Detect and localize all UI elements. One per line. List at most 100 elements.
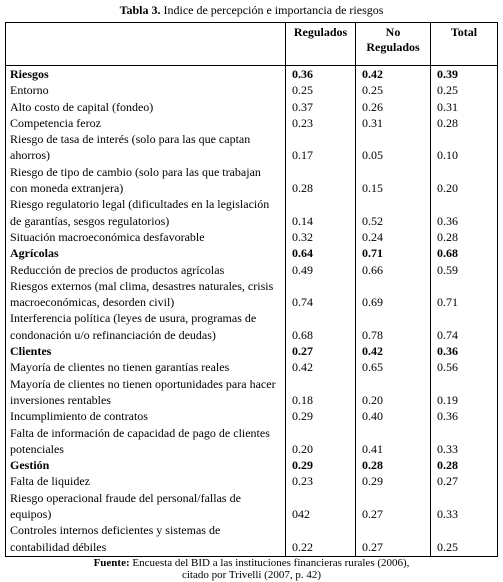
value-cell: 0.05 [355,131,431,164]
value-cell: 0.42 [355,343,431,360]
row-label: Situación macroeconómica desfavorable [10,229,205,244]
table-row: Riesgos 0.36 0.42 0.39 [6,65,498,83]
row-label: Mayoría de clientes no tienen oportunida… [10,376,276,407]
value-cell: 0.25 [285,82,356,99]
row-label: Riesgos externos (mal clima, desastres n… [10,278,274,310]
row-label: Competencia feroz [10,115,101,130]
source-line: citado por Trivelli (2007, p. 42) [181,569,322,581]
value-cell: 0.22 [285,522,356,557]
table-row: Reducción de precios de productos agríco… [6,261,498,278]
value-cell: 0.18 [285,375,356,409]
value-cell: 0.27 [285,343,356,360]
value-cell: 0.31 [355,114,431,132]
value-cell: 0.65 [355,359,431,376]
value-cell: 0.37 [285,98,356,115]
value-cell: 0.29 [285,457,356,474]
value-cell: 0.42 [355,65,431,83]
value-cell: 0.42 [285,359,356,376]
value-cell: 0.20 [430,163,498,197]
table-row: Interferencia política (leyes de usura, … [6,310,498,344]
table-row: Competencia feroz 0.23 0.31 0.28 [6,114,498,132]
value-cell: 0.29 [355,473,431,490]
table-row: Gestión 0.29 0.28 0.28 [6,457,498,474]
value-cell: 0.74 [285,277,356,311]
value-cell: 0.17 [285,131,356,164]
value-cell: 0.36 [430,408,498,425]
value-cell: 0.19 [430,375,498,409]
value-cell: 0.28 [430,457,498,474]
value-cell: 0.71 [430,277,498,311]
source-line: Encuesta del BID a las instituciones fin… [132,557,410,569]
value-cell: 0.36 [430,196,498,229]
row-label: Alto costo de capital (fondeo) [10,99,154,114]
table-row: Controles internos deficientes y sistema… [6,522,498,557]
value-cell: 0.24 [355,228,431,246]
table-row: Clientes 0.27 0.42 0.36 [6,343,498,360]
table-body: Riesgos 0.36 0.42 0.39 Entorno 0.25 0.25 0.25 Al… [6,65,498,557]
value-cell: 0.28 [285,163,356,197]
row-label: Interferencia política (leyes de usura, … [10,311,257,342]
table-row: Situación macroeconómica desfavorable 0.3… [6,228,498,246]
value-cell: 0.26 [355,98,431,115]
source-label: Fuente: [93,557,130,569]
table-row: Falta de información de capacidad de pag… [6,424,498,458]
table-row: Riesgo operacional fraude del personal/f… [6,489,498,523]
row-label: Falta de liquidez [10,474,90,489]
row-label: Riesgo de tasa de interés (solo para las… [10,132,251,163]
row-label: Reducción de precios de productos agríco… [10,262,225,277]
header-cell [5,22,286,66]
value-cell: 0.10 [430,131,498,164]
value-cell: 0.40 [355,408,431,425]
value-cell: 0.20 [355,375,431,409]
row-label: Agrícolas [10,246,59,261]
table-row: Riesgo regulatorio legal (dificultades e… [6,196,498,229]
value-cell: 0.28 [430,228,498,246]
value-cell: 0.59 [430,261,498,278]
source-note: Fuente: Encuesta del BID a las instituci… [0,557,503,581]
table-row: Entorno 0.25 0.25 0.25 [6,82,498,99]
value-cell: 0.15 [355,163,431,197]
column-header: Total [430,22,498,66]
value-cell: 0.27 [355,489,431,523]
value-cell: 0.36 [285,65,356,83]
value-cell: 0.52 [355,196,431,229]
value-cell: 0.41 [355,424,431,458]
row-label: Entorno [10,83,49,98]
value-cell: 0.33 [430,424,498,458]
row-label: Riesgo de tipo de cambio (solo para las … [10,164,261,196]
column-header: No Regulados [355,22,431,66]
table-row: Riesgo de tipo de cambio (solo para las … [6,163,498,197]
value-cell: 0.36 [430,343,498,360]
header-row: Regulados No Regulados Total [5,22,498,66]
value-cell: 0.25 [430,82,498,99]
value-cell: 0.64 [285,245,356,262]
value-cell: 0.66 [355,261,431,278]
table-row: Mayoría de clientes no tienen garantías … [6,359,498,376]
table-row: Falta de liquidez 0.23 0.29 0.27 [6,473,498,490]
title-text: Indice de percepción e importancia de ri… [163,3,384,17]
row-label: Riesgo regulatorio legal (dificultades e… [10,197,270,228]
value-cell: 0.28 [430,114,498,132]
value-cell: 0.39 [430,65,498,83]
value-cell: 0.29 [285,408,356,425]
value-cell: 0.68 [285,310,356,344]
value-cell: 0.31 [430,98,498,115]
value-cell: 0.23 [285,114,356,132]
row-label: Controles internos deficientes y sistema… [10,523,221,554]
table-row: Incumplimiento de contratos 0.29 0.40 0.36 [6,408,498,425]
value-cell: 0.56 [430,359,498,376]
value-cell: 0.69 [355,277,431,311]
value-cell: 0.28 [355,457,431,474]
value-cell: 0.27 [355,522,431,557]
value-cell: 0.25 [355,82,431,99]
row-label: Gestión [10,458,50,473]
table-title: Tabla 3. Indice de percepción e importan… [0,0,503,21]
row-label: Falta de información de capacidad de pag… [10,425,270,456]
table-row: Riesgos externos (mal clima, desastres n… [6,277,498,311]
table-row: Mayoría de clientes no tienen oportunida… [6,375,498,409]
value-cell: 0.71 [355,245,431,262]
value-cell: 0.14 [285,196,356,229]
value-cell: 0.78 [355,310,431,344]
row-label: Mayoría de clientes no tienen garantías … [10,360,230,375]
